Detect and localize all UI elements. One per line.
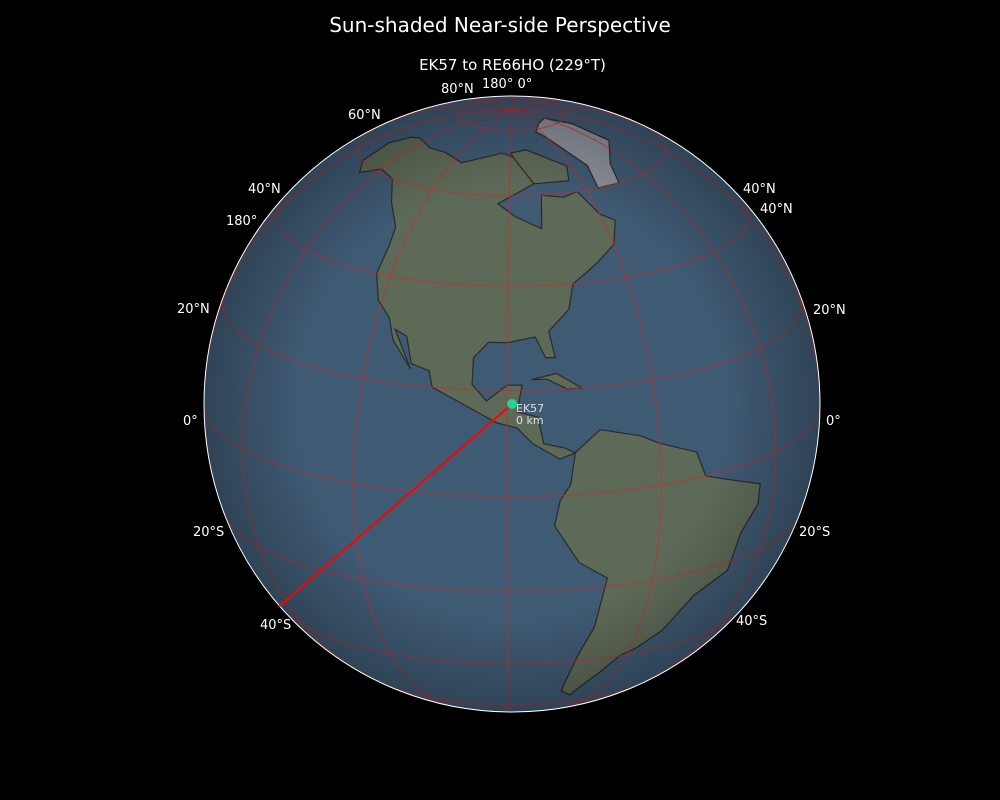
great-circle-path [278, 403, 513, 607]
chart-title: Sun-shaded Near-side Perspective [329, 13, 671, 37]
grid-label: 20°S [193, 525, 225, 540]
grid-label: 20°N [813, 303, 846, 318]
grid-label: 20°N [177, 302, 210, 317]
grid-label: 0° [826, 414, 841, 429]
grid-label: 20°S [799, 525, 831, 540]
globe-limb [203, 95, 821, 713]
station-distance: 0 km [516, 414, 544, 427]
grid-label: 40°N [760, 202, 793, 217]
grid-label: 180° 0° [482, 77, 533, 92]
grid-label: 0° [183, 414, 198, 429]
chart-subtitle: EK57 to RE66HO (229°T) [419, 56, 606, 74]
grid-label: 40°N [248, 182, 281, 197]
station-marker[interactable] [507, 399, 517, 409]
grid-label: 40°S [736, 614, 768, 629]
grid-label: 80°N [441, 82, 474, 97]
station-label: EK57 [516, 402, 544, 415]
grid-label: 40°S [260, 618, 292, 633]
grid-label: 60°N [348, 108, 381, 123]
grid-label: 180° [226, 214, 258, 229]
grid-label: 40°N [743, 182, 776, 197]
